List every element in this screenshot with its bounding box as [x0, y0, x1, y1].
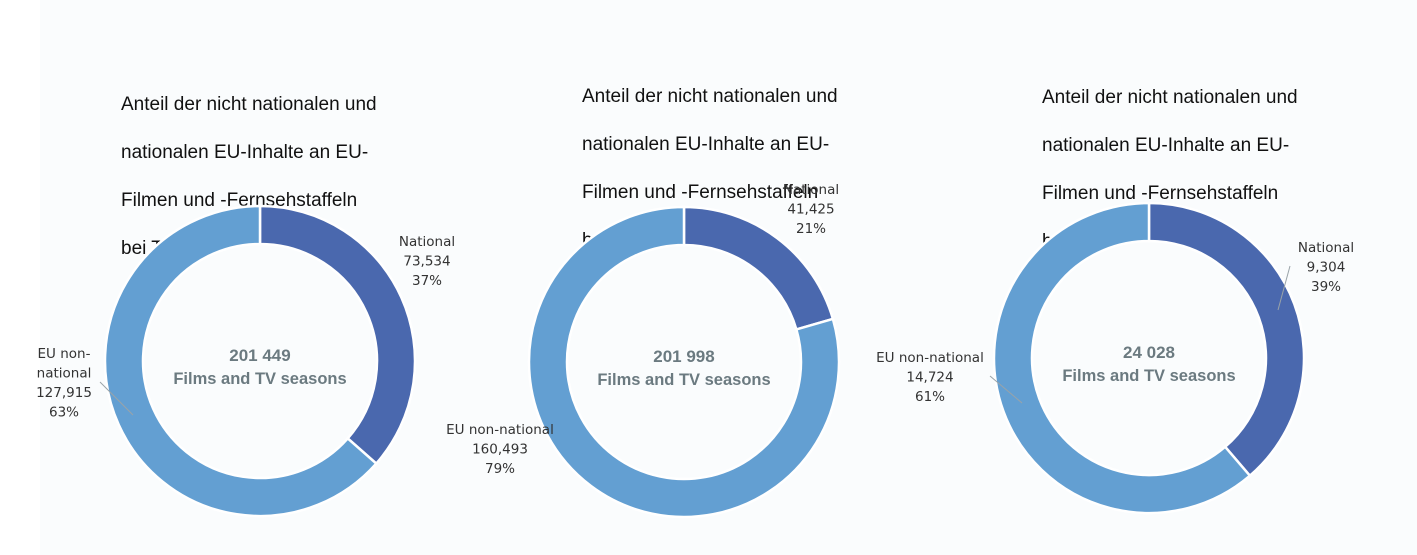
title-line: Anteil der nicht nationalen und	[1042, 87, 1298, 108]
center-total: 201 449	[229, 346, 290, 365]
label-eu-non-national: EU non-national 127,915 63%	[36, 346, 92, 421]
label-eu-non-national: EU non-national 14,724 61%	[876, 350, 984, 405]
donut-chart-2: National 9,304 39% EU non-national 14,724 61%…	[876, 201, 1354, 515]
center-unit-label: Films and TV seasons	[173, 370, 346, 388]
donut-chart-1: National 41,425 21% EU non-national 160,493 7…	[446, 182, 841, 519]
title-line: nationalen EU-Inhalte an EU-	[582, 134, 830, 155]
label-national: National 73,534 37%	[399, 234, 455, 289]
label-national: National 41,425 21%	[783, 182, 839, 237]
label-line: 37%	[412, 273, 442, 289]
label-line: National	[783, 182, 839, 198]
label-line: National	[399, 234, 455, 250]
chart-panel-background	[40, 0, 1417, 555]
label-line: national	[37, 366, 92, 382]
label-eu-non-national: EU non-national 160,493 79%	[446, 422, 554, 477]
title-line: Filmen und -Fernsehstaffeln	[1042, 183, 1279, 204]
slice-national[interactable]	[1147, 201, 1306, 478]
title-line: Filmen und -Fernsehstaffeln	[582, 182, 819, 203]
label-line: EU non-national	[876, 350, 984, 366]
label-line: 9,304	[1307, 260, 1346, 276]
title-line: nationalen EU-Inhalte an EU-	[1042, 135, 1290, 156]
chart-title-fod: Anteil der nicht nationalen und national…	[1042, 62, 1342, 254]
label-line: 41,425	[787, 202, 834, 218]
label-line: 21%	[796, 221, 826, 237]
chart-title-svod: Anteil der nicht nationalen und national…	[582, 61, 882, 253]
chart-title-tvod: Anteil der nicht nationalen und national…	[121, 69, 421, 261]
label-line: 79%	[485, 461, 515, 477]
label-line: National	[1298, 240, 1354, 256]
label-line: 160,493	[472, 442, 528, 458]
slice-eu-non-national[interactable]	[992, 201, 1252, 515]
label-line: 63%	[49, 405, 79, 421]
label-line: 14,724	[906, 370, 953, 386]
label-line: 73,534	[403, 254, 450, 270]
title-line: Anteil der nicht nationalen und	[121, 94, 377, 115]
leader-line	[989, 375, 1023, 404]
slice-national[interactable]	[258, 204, 417, 466]
label-line: 61%	[915, 389, 945, 405]
center-unit-label: Films and TV seasons	[1062, 367, 1235, 385]
center-unit-label: Films and TV seasons	[597, 371, 770, 389]
slice-eu-non-national[interactable]	[103, 204, 379, 518]
center-total: 24 028	[1123, 343, 1175, 362]
leader-line	[99, 381, 134, 416]
slice-eu-non-national[interactable]	[527, 205, 841, 519]
center-total: 201 998	[653, 347, 714, 366]
label-line: 127,915	[36, 385, 92, 401]
label-line: 39%	[1311, 279, 1341, 295]
label-line: EU non-national	[446, 422, 554, 438]
title-line: nationalen EU-Inhalte an EU-	[121, 142, 369, 163]
donut-chart-0: National 73,534 37% EU non-national 127,915 6…	[36, 204, 455, 518]
label-national: National 9,304 39%	[1298, 240, 1354, 295]
title-line: Anteil der nicht nationalen und	[582, 86, 838, 107]
leader-line	[1277, 265, 1291, 311]
label-line: EU non-	[38, 346, 91, 362]
